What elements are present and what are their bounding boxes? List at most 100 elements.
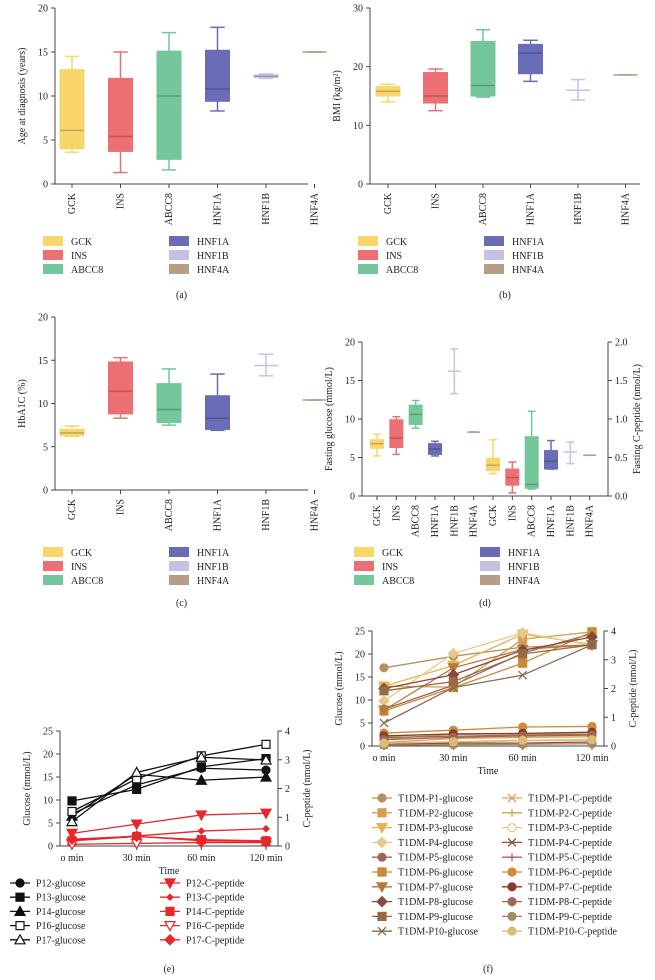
y2-tick-label: 1 (611, 713, 616, 724)
x-tick-label: 60 min (509, 753, 537, 764)
legend-label-ins: INS (71, 562, 87, 573)
legend-item: T1DM-P8-C-peptide (502, 896, 612, 908)
box-hnf1a (205, 373, 230, 432)
box-iqr (205, 49, 230, 102)
x-tick-label: HNF4A (310, 192, 321, 225)
legend: GCK INS ABCC8 HNF1A HNF1B HNF4A (354, 547, 541, 587)
legend-label: T1DM-P8-C-peptide (528, 897, 612, 908)
legend-item: T1DM-P6-glucose (372, 867, 474, 879)
legend-item: T1DM-P9-glucose (372, 911, 474, 923)
data-point (15, 920, 25, 931)
y-axis-title: BMI (kg/m²) (332, 70, 343, 122)
data-point (195, 750, 208, 762)
legend-label-hnf1a: HNF1A (197, 237, 230, 248)
data-point (130, 830, 143, 843)
legend-item: T1DM-P4-glucose (372, 836, 474, 849)
data-point (516, 626, 529, 639)
series-line (71, 767, 267, 815)
legend-swatch-hnf1a (169, 547, 189, 557)
data-point (448, 676, 458, 687)
data-point (379, 686, 389, 696)
data-point (507, 896, 517, 907)
legend-label: P16-C-peptide (186, 921, 245, 932)
legend-swatch-hnf1a (480, 547, 500, 557)
series-line (383, 632, 593, 702)
x-tick-label: GCK (67, 192, 78, 214)
x-tick-label: GCK (372, 504, 383, 526)
legend-label-gck: GCK (382, 548, 404, 559)
legend-label-hnf4a: HNF4A (197, 265, 230, 276)
legend-label-hnf4a: HNF4A (197, 576, 230, 587)
legend-item: T1DM-P1-glucose (372, 793, 474, 805)
data-point (259, 808, 273, 820)
x-tick-label: INS (391, 505, 402, 521)
legend-label: T1DM-P4-C-peptide (528, 838, 612, 849)
data-point (15, 892, 25, 902)
legend-label: T1DM-P1-C-peptide (528, 794, 612, 805)
box-gck (59, 425, 85, 438)
legend-swatch-abcc8 (43, 575, 63, 585)
box-gck (370, 433, 384, 457)
legend-label-abcc8: ABCC8 (71, 576, 103, 587)
x-tick-label: 120 min (575, 753, 608, 764)
y2-tick-label: 2 (285, 784, 290, 795)
data-point (166, 893, 174, 902)
legend-label: T1DM-P6-glucose (398, 868, 474, 879)
legend-label-gck: GCK (71, 548, 93, 559)
series-t1dm-p10-glucose (379, 640, 597, 728)
y2-tick-label: 1 (285, 813, 290, 824)
legend-item: T1DM-P3-C-peptide (502, 822, 612, 834)
y2-tick-label: 4 (611, 627, 616, 638)
legend-item: P14-glucose (10, 905, 86, 918)
box-iqr (470, 40, 496, 97)
data-point (196, 762, 206, 772)
legend-label-hnf1b: HNF1B (197, 251, 229, 262)
legend: P12-glucose P13-glucose P14-glucose P16-glu… (10, 878, 245, 946)
legend-item: T1DM-P7-C-peptide (502, 882, 612, 893)
series-p17-c-peptide (66, 830, 272, 848)
legend-label: T1DM-P10-glucose (398, 927, 479, 938)
series-line (71, 743, 267, 813)
y2-tick-label: 1.0 (615, 415, 628, 426)
panel-c: 0 5 10 15 20 HbA1C (%) GCK INS ABCC8 HNF1A HNF1B HN… (17, 313, 327, 609)
legend-item: T1DM-P2-glucose (372, 808, 474, 819)
data-point (260, 835, 272, 848)
legend-label-hnf4a: HNF4A (512, 265, 545, 276)
legend-swatch-ins (43, 250, 63, 260)
y-tick-label: 25 (43, 727, 53, 738)
data-point (130, 766, 143, 778)
panel-label: (e) (163, 964, 174, 975)
y2-tick-label: 0.5 (615, 453, 628, 464)
x-tick-label: HNF1A (430, 504, 441, 537)
series-t1dm-p6-glucose (379, 627, 597, 716)
x-tick-label: 30 min (123, 853, 151, 864)
box-iqr (205, 395, 230, 430)
series-t1dm-p9-glucose (379, 640, 597, 696)
legend-item: T1DM-P10-glucose (372, 927, 479, 938)
y-tick-label: 20 (43, 750, 53, 761)
x-tick-label: HNF1A (213, 192, 224, 225)
series-line (383, 636, 593, 690)
y-tick-label: 0 (43, 486, 48, 497)
legend-label-abcc8: ABCC8 (71, 265, 103, 276)
y-axis-title: Age at diagnosis (years) (17, 48, 28, 145)
legend-item: T1DM-P1-C-peptide (502, 794, 612, 805)
legend-item: T1DM-P3-glucose (372, 822, 474, 834)
panel-label: (a) (176, 290, 187, 301)
box-hnf1b (253, 73, 279, 80)
y2-tick-label: 2 (611, 684, 616, 695)
series-line (383, 733, 593, 739)
series-line (71, 835, 267, 843)
box-hnf1b (563, 441, 577, 465)
box-iqr (108, 361, 133, 415)
y-tick-label: 5 (360, 719, 365, 730)
y2-tick-label: 0.0 (615, 492, 628, 503)
data-point (507, 911, 517, 922)
y-tick-label: 20 (353, 62, 363, 73)
box-ins (108, 356, 133, 419)
legend-item: T1DM-P7-glucose (372, 882, 474, 893)
x-tick-label: HNF4A (621, 192, 632, 225)
x-tick-label: HNF1A (213, 498, 224, 531)
series-line (383, 731, 593, 737)
